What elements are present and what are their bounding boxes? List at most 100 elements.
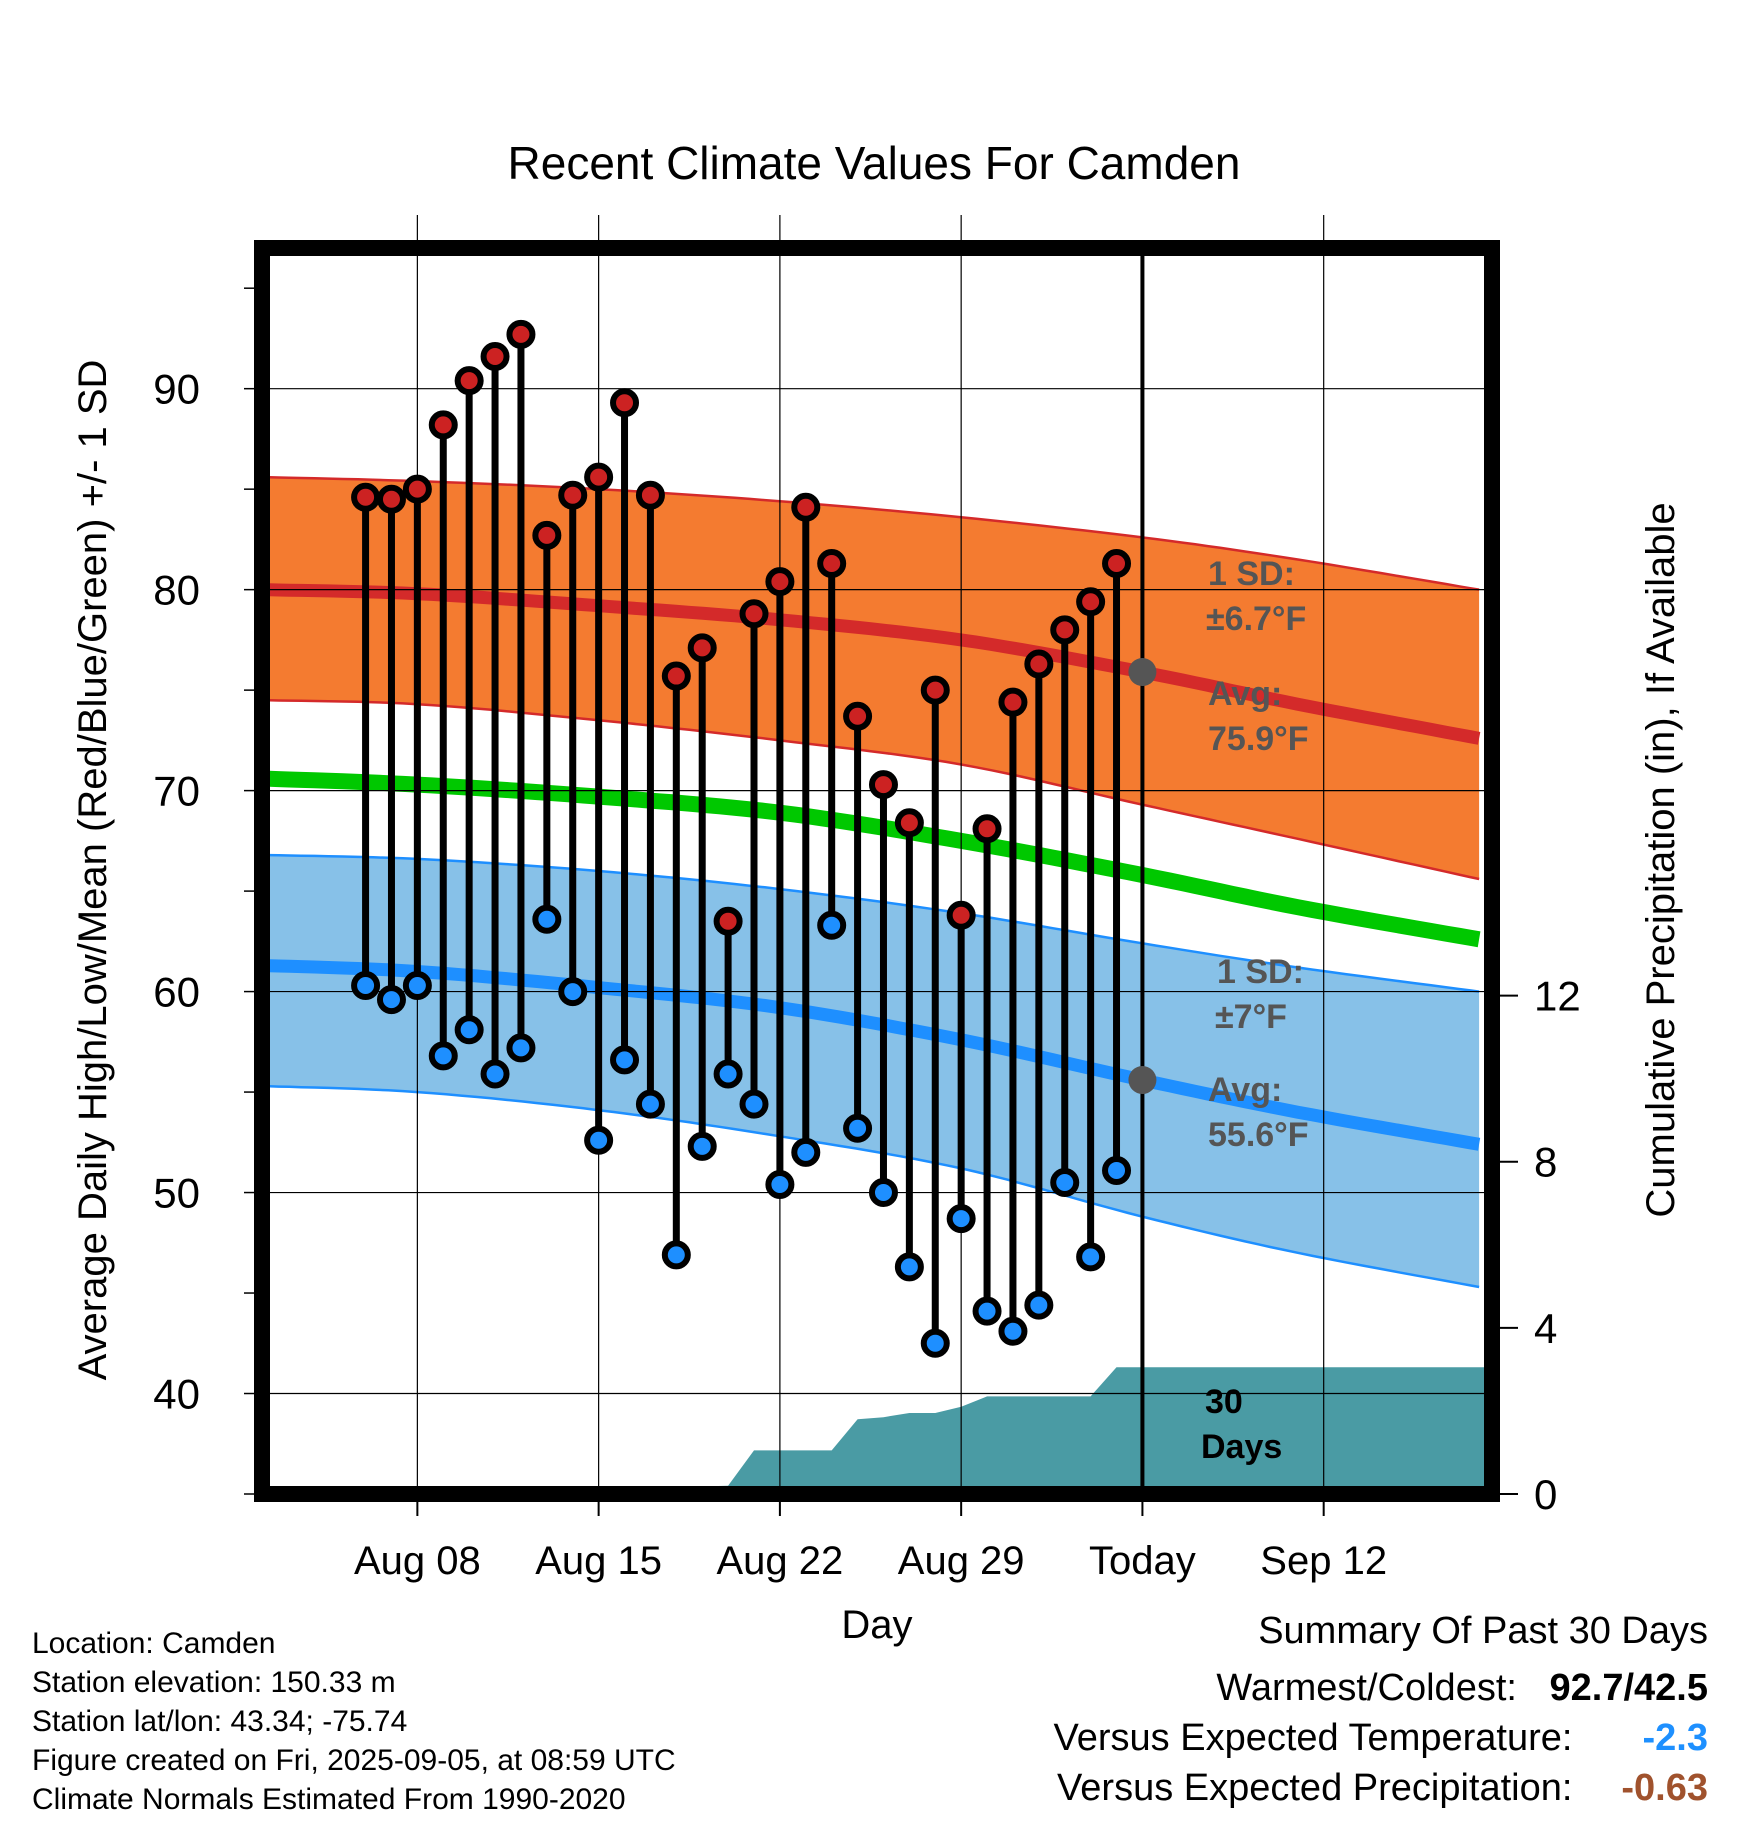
obs-high-point: [1050, 615, 1080, 645]
obs-high-point: [1102, 549, 1132, 579]
obs-low-point: [402, 971, 432, 1001]
obs-high-point: [635, 480, 665, 510]
obs-high-point: [765, 567, 795, 597]
y-tick-label: 50: [153, 1170, 200, 1217]
obs-low-point: [1050, 1168, 1080, 1197]
summary-precip-label: Versus Expected Precipitation:: [1057, 1767, 1573, 1809]
obs-low-point: [1024, 1290, 1054, 1320]
precipitation-area: [262, 1367, 1492, 1494]
obs-low-point: [635, 1089, 665, 1119]
obs-high-point: [791, 492, 821, 522]
meta-elevation: Station elevation: 150.33 m: [32, 1666, 396, 1699]
summary-precip-value: -0.63: [1621, 1767, 1708, 1809]
summary-warm-cold-label: Warmest/Coldest:: [1216, 1667, 1517, 1709]
obs-high-point: [454, 366, 484, 396]
annot-high-sd: 1 SD:: [1208, 555, 1295, 593]
y2-tick-label: 8: [1534, 1139, 1557, 1186]
plot-frame: [254, 240, 1500, 1502]
high-avg-marker: [1128, 658, 1157, 687]
x-tick-label: Aug 29: [898, 1539, 1025, 1583]
meta-created: Figure created on Fri, 2025-09-05, at 08…: [32, 1744, 676, 1777]
obs-low-point: [868, 1178, 898, 1208]
obs-low-point: [506, 1033, 536, 1063]
obs-high-point: [894, 808, 924, 838]
obs-high-point: [868, 770, 898, 800]
obs-low-point: [713, 1059, 743, 1089]
annot-low-avg-value: 55.6°F: [1208, 1116, 1309, 1154]
summary-temp-value: -2.3: [1642, 1717, 1708, 1759]
y-tick-label: 70: [153, 768, 200, 815]
obs-low-point: [480, 1059, 510, 1089]
obs-high-point: [428, 410, 458, 440]
y2-tick-label: 12: [1534, 973, 1581, 1020]
chart-title: Recent Climate Values For Camden: [507, 137, 1241, 189]
obs-low-point: [739, 1089, 769, 1119]
obs-low-point: [920, 1328, 950, 1358]
obs-low-point: [972, 1296, 1002, 1326]
obs-high-point: [351, 482, 381, 512]
high-sd-band: [262, 477, 1480, 879]
x-tick-label: Aug 22: [717, 1539, 844, 1583]
low-lower-line: [261, 1084, 1480, 1289]
obs-low-point: [843, 1113, 873, 1143]
annot-high-avg: Avg:: [1208, 675, 1282, 713]
obs-high-point: [739, 599, 769, 629]
obs-low-point: [791, 1137, 821, 1167]
obs-high-point: [610, 388, 640, 418]
obs-low-point: [765, 1170, 795, 1200]
obs-high-point: [402, 474, 432, 504]
obs-high-point: [946, 900, 976, 930]
x-tick-label: Today: [1089, 1539, 1196, 1583]
obs-high-point: [480, 342, 510, 372]
obs-high-point: [1024, 649, 1054, 679]
obs-high-point: [506, 319, 536, 349]
obs-low-point: [558, 977, 588, 1007]
meta-normals: Climate Normals Estimated From 1990-2020: [32, 1783, 626, 1816]
obs-low-point: [428, 1041, 458, 1071]
y2-tick-label: 0: [1534, 1471, 1557, 1518]
y-tick-label: 80: [153, 567, 200, 614]
summary-precip: Versus Expected Precipitation: -0.63: [1057, 1767, 1708, 1810]
obs-high-point: [920, 675, 950, 705]
meta-location: Location: Camden: [32, 1627, 276, 1660]
y2-tick-label: 4: [1534, 1305, 1557, 1352]
summary-title: Summary Of Past 30 Days: [1258, 1610, 1708, 1652]
obs-high-point: [584, 462, 614, 492]
annot-days-count: 30: [1205, 1383, 1243, 1421]
low-avg-marker: [1128, 1066, 1157, 1095]
obs-low-point: [661, 1240, 691, 1270]
obs-low-point: [454, 1015, 484, 1045]
obs-low-point: [687, 1131, 717, 1161]
obs-low-point: [351, 971, 381, 1001]
x-tick-label: Aug 08: [354, 1539, 481, 1583]
x-tick-label: Aug 15: [535, 1539, 662, 1583]
y-axis-title: Average Daily High/Low/Mean (Red/Blue/Gr…: [71, 360, 115, 1381]
x-tick-label: Sep 12: [1260, 1539, 1387, 1583]
summary-temp: Versus Expected Temperature: -2.3: [1054, 1717, 1708, 1760]
annot-high-sd-value: ±6.7°F: [1206, 600, 1306, 638]
annot-low-sd: 1 SD:: [1217, 953, 1304, 991]
obs-low-point: [1076, 1242, 1106, 1272]
summary-warm-cold-value: 92.7/42.5: [1549, 1667, 1708, 1709]
obs-high-point: [817, 549, 847, 579]
obs-low-point: [946, 1204, 976, 1234]
obs-low-point: [584, 1125, 614, 1155]
y-tick-label: 60: [153, 969, 200, 1016]
summary-warm-cold: Warmest/Coldest: 92.7/42.5: [1216, 1667, 1708, 1710]
obs-low-point: [376, 985, 406, 1015]
annot-high-avg-value: 75.9°F: [1208, 720, 1309, 758]
obs-high-point: [558, 480, 588, 510]
obs-high-point: [843, 701, 873, 731]
obs-low-point: [610, 1045, 640, 1075]
x-axis-title: Day: [841, 1603, 912, 1647]
meta-latlon: Station lat/lon: 43.34; -75.74: [32, 1705, 408, 1738]
annot-low-avg: Avg:: [1208, 1071, 1282, 1109]
obs-low-point: [817, 910, 847, 940]
obs-high-point: [972, 814, 1002, 844]
low-sd-band: [262, 854, 1480, 1287]
obs-high-point: [376, 484, 406, 514]
obs-high-point: [661, 661, 691, 691]
annot-days-label: Days: [1201, 1428, 1282, 1466]
y-tick-label: 40: [153, 1371, 200, 1418]
